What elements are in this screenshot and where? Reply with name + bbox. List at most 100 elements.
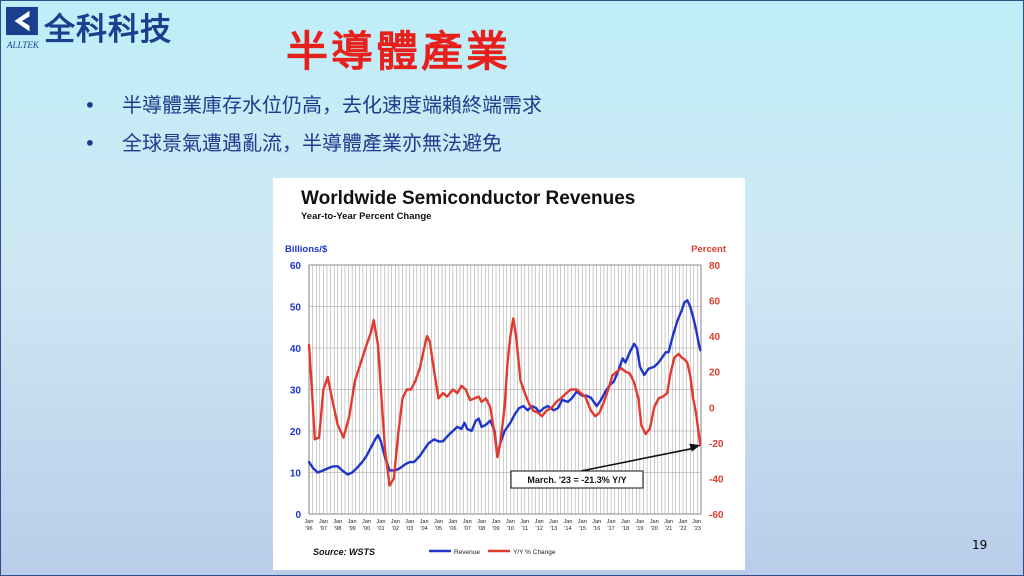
bullet-text: 全球景氣遭遇亂流，半導體產業亦無法避免 bbox=[122, 131, 502, 155]
y-tick-label: 40 bbox=[290, 344, 302, 355]
x-tick-label-month: Jan bbox=[491, 519, 500, 525]
bullet-item: • 半導體業庫存水位仍高，去化速度端賴終端需求 bbox=[84, 92, 542, 130]
slide-title: 半導體產業 bbox=[286, 27, 512, 76]
y-axis-label: Billions/$ bbox=[285, 244, 328, 255]
bullet-text: 半導體業庫存水位仍高，去化速度端賴終端需求 bbox=[122, 93, 542, 117]
legend-label: Revenue bbox=[454, 549, 480, 556]
chart-title: Worldwide Semiconductor Revenues bbox=[301, 188, 635, 209]
y-tick-label: 30 bbox=[290, 386, 302, 397]
x-tick-label-year: '04 bbox=[420, 526, 427, 532]
bullet-dot-icon: • bbox=[84, 93, 96, 117]
page-number: 19 bbox=[972, 538, 988, 552]
x-tick-label-month: Jan bbox=[405, 519, 414, 525]
x-tick-label-month: Jan bbox=[607, 519, 616, 525]
x-tick-label-month: Jan bbox=[463, 519, 472, 525]
yy-change-line bbox=[307, 317, 702, 487]
x-tick-label-year: '98 bbox=[334, 526, 341, 532]
x-tick-label-year: '05 bbox=[435, 526, 442, 532]
x-tick-label-month: Jan bbox=[319, 519, 328, 525]
x-tick-label-month: Jan bbox=[520, 519, 529, 525]
x-tick-label-year: '06 bbox=[449, 526, 456, 532]
annotation-box bbox=[510, 470, 644, 489]
y2-tick-label: -60 bbox=[709, 510, 724, 521]
chart-subtitle: Year-to-Year Percent Change bbox=[301, 211, 431, 222]
y2-tick-label: 80 bbox=[709, 261, 721, 272]
y-tick-label: 50 bbox=[290, 303, 302, 314]
bullet-list: • 半導體業庫存水位仍高，去化速度端賴終端需求 • 全球景氣遭遇亂流，半導體產業亦無… bbox=[84, 92, 542, 168]
x-tick-label-month: Jan bbox=[563, 519, 572, 525]
annotation-arrowhead-icon bbox=[689, 443, 701, 452]
x-tick-label-year: '07 bbox=[464, 526, 471, 532]
chart-panel: Worldwide Semiconductor Revenues Year-to… bbox=[273, 178, 745, 570]
chart-source: Source: WSTS bbox=[313, 547, 375, 557]
x-tick-label-month: Jan bbox=[333, 519, 342, 525]
x-tick-label-year: '16 bbox=[593, 526, 600, 532]
x-tick-label-month: Jan bbox=[420, 519, 429, 525]
x-tick-label-month: Jan. bbox=[692, 519, 703, 525]
y2-tick-label: 0 bbox=[709, 403, 715, 414]
x-tick-label-year: '99 bbox=[349, 526, 356, 532]
revenue-line bbox=[307, 299, 702, 476]
y-tick-label: 60 bbox=[290, 261, 302, 272]
y2-tick-label: 60 bbox=[709, 297, 721, 308]
x-tick-label-month: Jan bbox=[578, 519, 587, 525]
x-tick-label-month: Jan bbox=[506, 519, 515, 525]
bullet-item: • 全球景氣遭遇亂流，半導體產業亦無法避免 bbox=[84, 130, 542, 168]
x-tick-label-month: Jan bbox=[448, 519, 457, 525]
y-tick-label: 10 bbox=[290, 469, 302, 480]
x-tick-label-month: Jan bbox=[376, 519, 385, 525]
bullet-dot-icon: • bbox=[84, 131, 96, 155]
x-tick-label-year: '00 bbox=[363, 526, 370, 532]
x-tick-label-month: Jan bbox=[391, 519, 400, 525]
y2-tick-label: -20 bbox=[709, 439, 724, 450]
y2-tick-label: 20 bbox=[709, 368, 721, 379]
x-tick-label-month: Jan bbox=[362, 519, 371, 525]
logo-mark-icon bbox=[6, 6, 38, 36]
revenue-chart: Worldwide Semiconductor Revenues Year-to… bbox=[285, 188, 727, 557]
x-tick-label-year: '22 bbox=[679, 526, 686, 532]
x-tick-label-month: Jan bbox=[650, 519, 659, 525]
x-tick-label-month: Jan bbox=[434, 519, 443, 525]
x-tick-label-year: '03 bbox=[406, 526, 413, 532]
x-tick-label-month: Jan bbox=[477, 519, 486, 525]
x-tick-label-month: Jan bbox=[304, 519, 313, 525]
logo-name: 全科科技 bbox=[44, 12, 172, 48]
x-tick-label-year: '15 bbox=[579, 526, 586, 532]
y2-tick-label: 40 bbox=[709, 332, 721, 343]
x-tick-label-month: Jan bbox=[664, 519, 673, 525]
x-tick-label-month: Jan bbox=[679, 519, 688, 525]
x-tick-label-year: '09 bbox=[492, 526, 499, 532]
x-tick-label-year: '20 bbox=[651, 526, 658, 532]
x-tick-label-year: '96 bbox=[305, 526, 312, 532]
legend-label: Y/Y % Change bbox=[513, 549, 556, 556]
x-tick-label-year: '01 bbox=[377, 526, 384, 532]
chart-plot-area: 0102030405060-60-40-20020406080Jan'96Jan… bbox=[290, 261, 724, 556]
x-tick-label-year: '10 bbox=[507, 526, 514, 532]
x-tick-label-month: Jan bbox=[549, 519, 558, 525]
x-tick-label-month: Jan bbox=[592, 519, 601, 525]
x-tick-label-year: '02 bbox=[392, 526, 399, 532]
x-tick-label-year: '21 bbox=[665, 526, 672, 532]
x-tick-label-year: '13 bbox=[550, 526, 557, 532]
x-tick-label-year: '19 bbox=[636, 526, 643, 532]
x-tick-label-year: '97 bbox=[320, 526, 327, 532]
x-tick-label-year: '11 bbox=[521, 526, 528, 532]
y-tick-label: 20 bbox=[290, 427, 302, 438]
logo-subtext: ALLTEK bbox=[7, 40, 39, 50]
annotation-text: March. '23 = -21.3% Y/Y bbox=[527, 475, 626, 485]
y-tick-label: 0 bbox=[295, 510, 301, 521]
x-tick-label-year: '17 bbox=[607, 526, 614, 532]
annotation-arrow-line bbox=[580, 447, 695, 472]
x-tick-label-month: Jan bbox=[635, 519, 644, 525]
x-tick-label-year: '08 bbox=[478, 526, 485, 532]
x-tick-label-month: Jan bbox=[621, 519, 630, 525]
x-tick-label-year: '12 bbox=[536, 526, 543, 532]
x-tick-label-year: '14 bbox=[564, 526, 571, 532]
company-logo: 全科科技 ALLTEK bbox=[4, 4, 184, 50]
y2-tick-label: -40 bbox=[709, 474, 724, 485]
x-tick-label-year: '18 bbox=[622, 526, 629, 532]
x-tick-label-year: '23 bbox=[694, 526, 701, 532]
y2-axis-label: Percent bbox=[691, 244, 727, 255]
x-tick-label-month: Jan bbox=[348, 519, 357, 525]
x-tick-label-month: Jan bbox=[535, 519, 544, 525]
